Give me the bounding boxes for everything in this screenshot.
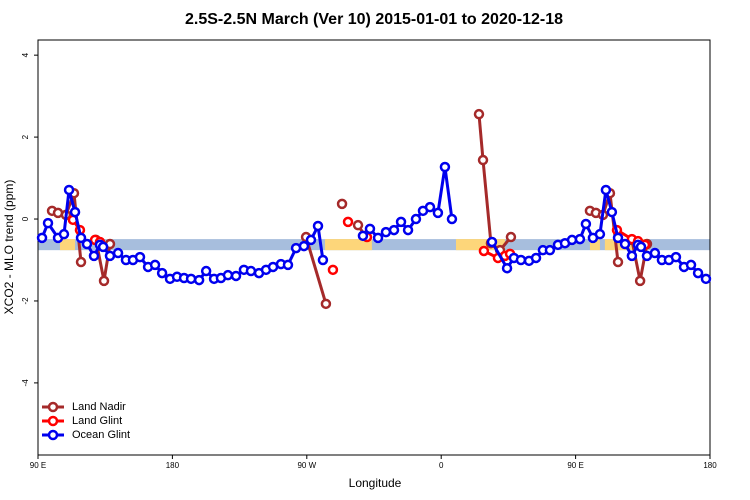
data-point: [432, 207, 444, 219]
data-point: [478, 245, 490, 257]
data-point: [185, 273, 197, 285]
land-band: [455, 239, 505, 251]
data-point: [364, 223, 376, 235]
data-point: [600, 184, 612, 196]
data-point: [670, 251, 682, 263]
data-point: [685, 259, 697, 271]
data-point: [336, 198, 348, 210]
data-point: [515, 254, 527, 266]
data-point: [486, 236, 498, 248]
data-point: [619, 238, 631, 250]
data-point: [42, 217, 54, 229]
data-point: [477, 154, 489, 166]
data-point: [58, 228, 70, 240]
legend-marker: [47, 415, 59, 427]
data-point: [75, 256, 87, 268]
plot-frame: [37, 39, 711, 456]
chart-title: 2.5S-2.5N March (Ver 10) 2015-01-01 to 2…: [185, 11, 563, 28]
data-point: [200, 265, 212, 277]
series-line: [304, 236, 328, 305]
data-point: [69, 206, 81, 218]
data-point: [402, 224, 414, 236]
x-tick-label: 180: [166, 461, 180, 470]
y-tick-label: 2: [21, 134, 30, 139]
y-tick-label: -2: [21, 297, 30, 305]
data-point: [36, 232, 48, 244]
data-point: [446, 213, 458, 225]
data-point: [626, 250, 638, 262]
data-point: [606, 206, 618, 218]
data-point: [193, 274, 205, 286]
x-tick-label: 90 W: [297, 461, 316, 470]
legend-marker: [47, 401, 59, 413]
legend-label: Land Nadir: [72, 401, 126, 413]
data-point: [505, 231, 517, 243]
data-point: [580, 218, 592, 230]
data-point: [439, 161, 451, 173]
data-point: [149, 259, 161, 271]
data-point: [98, 275, 110, 287]
data-point: [104, 250, 116, 262]
legend-label: Land Glint: [72, 415, 122, 427]
data-point: [424, 201, 436, 213]
data-point: [317, 254, 329, 266]
x-tick-label: 180: [703, 461, 717, 470]
data-point: [635, 241, 647, 253]
ocean-band: [38, 239, 710, 251]
data-point: [594, 228, 606, 240]
data-point: [327, 264, 339, 276]
data-point: [320, 298, 332, 310]
data-point: [574, 233, 586, 245]
data-point: [282, 259, 294, 271]
data-point: [230, 270, 242, 282]
data-point: [342, 216, 354, 228]
data-point: [312, 220, 324, 232]
data-point: [634, 275, 646, 287]
data-point: [530, 252, 542, 264]
data-point: [245, 265, 257, 277]
data-point: [88, 250, 100, 262]
y-tick-label: 0: [21, 216, 30, 221]
land-band: [589, 239, 600, 251]
series-line: [477, 114, 513, 252]
data-point: [63, 184, 75, 196]
y-tick-label: -4: [21, 379, 30, 387]
data-point: [410, 213, 422, 225]
data-point: [612, 232, 624, 244]
y-axis-label: XCO2 - MLO trend (ppm): [2, 180, 16, 315]
land-band: [59, 239, 76, 251]
data-point: [112, 247, 124, 259]
data-point: [544, 244, 556, 256]
data-point: [222, 269, 234, 281]
data-point: [352, 219, 364, 231]
y-tick-label: 4: [21, 52, 30, 57]
data-point: [649, 247, 661, 259]
x-tick-label: 90 E: [567, 461, 583, 470]
data-point: [298, 240, 310, 252]
data-point: [372, 232, 384, 244]
data-point: [692, 267, 704, 279]
data-point: [388, 224, 400, 236]
data-point: [612, 256, 624, 268]
data-point: [473, 108, 485, 120]
land-band: [325, 239, 372, 251]
legend-marker: [47, 429, 59, 441]
data-point: [156, 267, 168, 279]
data-point: [75, 232, 87, 244]
data-point: [305, 234, 317, 246]
x-axis-label: Longitude: [349, 476, 402, 490]
data-point: [97, 241, 109, 253]
data-point: [134, 251, 146, 263]
data-point: [395, 216, 407, 228]
legend-label: Ocean Glint: [72, 429, 130, 441]
data-point: [700, 273, 712, 285]
data-point: [81, 238, 93, 250]
data-point: [357, 230, 369, 242]
x-tick-label: 90 E: [30, 461, 46, 470]
data-point: [380, 226, 392, 238]
data-point: [501, 262, 513, 274]
x-tick-label: 0: [439, 461, 444, 470]
